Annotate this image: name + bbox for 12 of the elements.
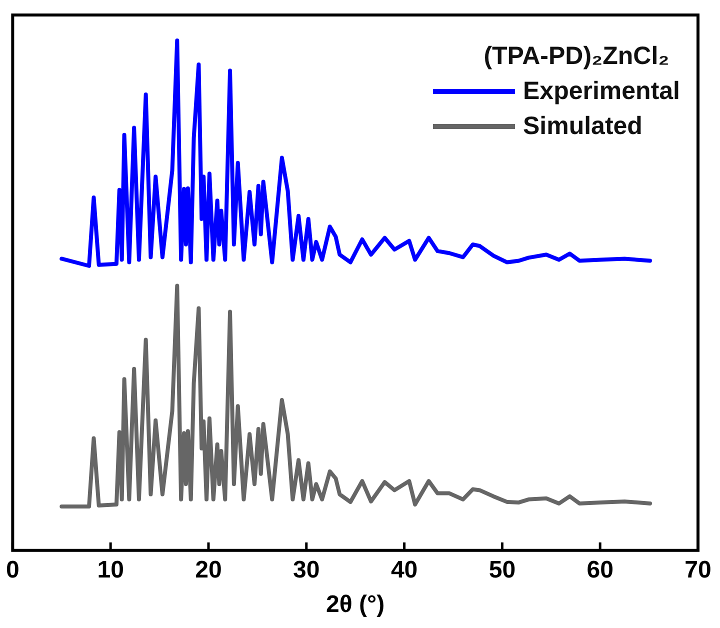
x-tick-label: 40 xyxy=(390,556,418,584)
legend-label: Simulated xyxy=(522,112,642,141)
x-tick-label: 20 xyxy=(195,556,222,584)
x-tick-label: 60 xyxy=(586,556,614,584)
legend-label: Experimental xyxy=(522,77,680,106)
x-tick-label: 50 xyxy=(488,556,516,584)
x-tick-label: 70 xyxy=(684,556,712,584)
x-tick-label: 0 xyxy=(6,556,20,584)
x-axis-title: 2θ (°) xyxy=(326,591,385,618)
legend-title: (TPA-PD)₂ZnCl₂ xyxy=(482,42,670,71)
x-tick-label: 30 xyxy=(293,556,320,584)
x-tick-label: 10 xyxy=(97,556,124,584)
